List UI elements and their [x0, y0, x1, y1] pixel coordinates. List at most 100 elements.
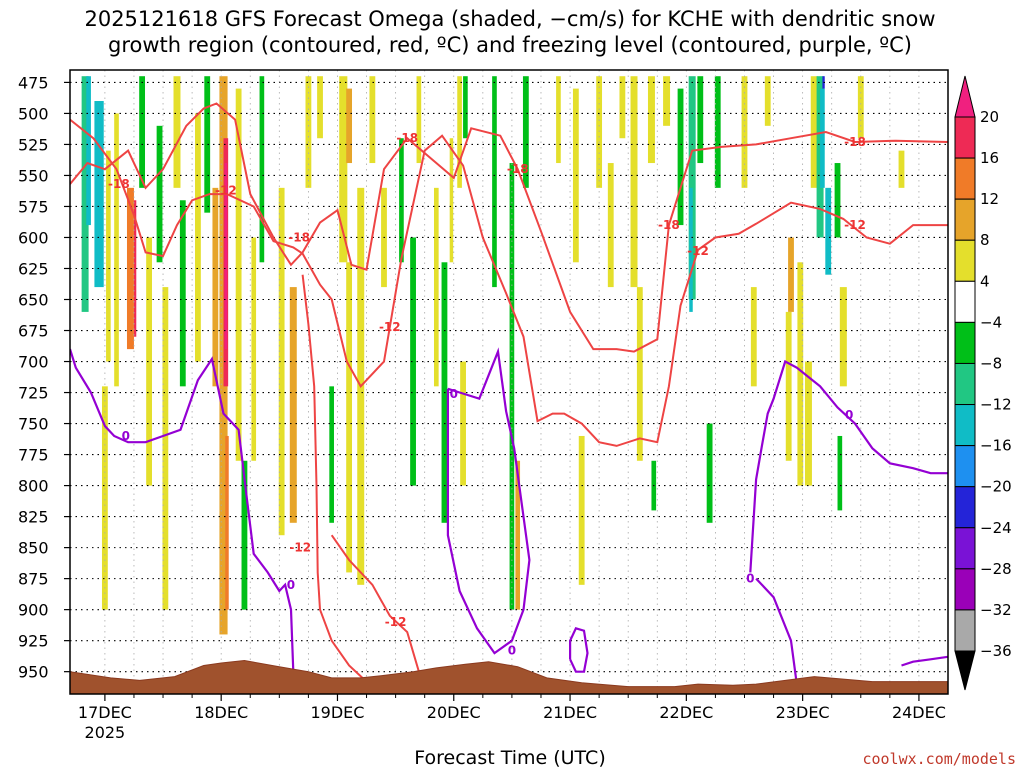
x-tick-year-label: 2025	[85, 723, 126, 742]
omega-cell	[463, 76, 468, 139]
terrain-fill	[70, 659, 948, 694]
omega-cell	[410, 237, 416, 486]
y-tick-label: 900	[18, 601, 49, 620]
freezing-contour	[70, 348, 295, 672]
contour-label: -18	[507, 162, 529, 176]
contour-label: 0	[746, 572, 754, 586]
contour-label: 0	[508, 644, 516, 658]
omega-cell	[596, 76, 603, 188]
x-tick-label: 24DEC	[892, 703, 946, 722]
chart-title-line2: growth region (contoured, red, ºC) and f…	[108, 33, 912, 57]
omega-cell	[241, 460, 248, 610]
omega-cell	[329, 386, 334, 523]
omega-cell	[898, 150, 905, 188]
colorbar-swatch	[954, 321, 976, 364]
dgz-contour	[70, 102, 948, 353]
contour-label: 0	[287, 578, 295, 592]
colorbar-label: 16	[980, 149, 999, 167]
omega-cell	[225, 435, 229, 610]
y-tick-label: 750	[18, 415, 49, 434]
omega-cell	[492, 76, 497, 288]
omega-shading-layer	[81, 76, 905, 635]
y-tick-label: 850	[18, 539, 49, 558]
contour-label: 0	[122, 429, 130, 443]
omega-cell	[339, 76, 348, 263]
y-tick-label: 725	[18, 384, 49, 403]
omega-cell	[619, 76, 626, 139]
x-tick-label: 19DEC	[310, 703, 364, 722]
y-axis: 475 500 525 550 575 600 625 650 675 700 725 750 775 8…	[18, 73, 70, 682]
omega-cell	[416, 76, 422, 164]
colorbar-swatch	[954, 157, 976, 200]
y-tick-label: 525	[18, 135, 49, 154]
omega-cell	[173, 76, 181, 188]
omega-cell	[647, 76, 655, 164]
omega-cell	[278, 187, 285, 536]
contour-label: 0	[450, 387, 458, 401]
omega-cell	[578, 435, 585, 585]
omega-cell	[259, 76, 265, 263]
colorbar-swatch	[954, 116, 976, 159]
x-tick-label: 22DEC	[659, 703, 713, 722]
omega-cell	[556, 76, 561, 164]
omega-cell	[839, 287, 847, 387]
omega-cell	[697, 76, 704, 164]
colorbar-label: 12	[980, 190, 999, 208]
y-tick-label: 800	[18, 477, 49, 496]
omega-cell	[126, 187, 134, 350]
x-tick-label: 21DEC	[543, 703, 597, 722]
colorbar-label: −4	[980, 313, 1002, 331]
y-tick-label: 600	[18, 228, 49, 247]
omega-cell	[677, 88, 684, 226]
omega-cell	[714, 76, 721, 188]
omega-cell	[460, 361, 466, 486]
omega-cell	[607, 163, 614, 288]
omega-cell	[785, 311, 792, 461]
omega-cell	[251, 237, 257, 461]
gridlines	[70, 70, 948, 694]
omega-cell	[764, 76, 771, 126]
x-tick-label: 18DEC	[194, 703, 248, 722]
contour-label: 0	[845, 408, 853, 422]
omega-cell	[630, 76, 638, 288]
omega-cell	[706, 423, 713, 523]
omega-cell	[146, 237, 152, 486]
x-tick-label: 23DEC	[776, 703, 830, 722]
dgz-contour	[301, 274, 368, 683]
omega-cell	[663, 76, 671, 126]
omega-cell	[212, 187, 219, 387]
colorbar-swatch	[954, 527, 976, 570]
omega-cell	[94, 101, 104, 288]
omega-cell	[433, 187, 439, 387]
colorbar-swatch	[954, 280, 976, 323]
colorbar-label: −20	[980, 478, 1012, 496]
omega-cell	[346, 262, 353, 573]
omega-cell	[162, 287, 169, 610]
omega-cell	[522, 76, 529, 188]
y-tick-label: 575	[18, 197, 49, 216]
omega-cell	[305, 76, 312, 188]
colorbar-top-arrow	[954, 75, 976, 118]
omega-cell	[204, 76, 211, 213]
omega-cell	[741, 76, 748, 188]
colorbar-label: −36	[980, 642, 1012, 660]
omega-cell	[86, 76, 91, 226]
omega-cell	[179, 200, 186, 387]
plot-frame	[69, 69, 949, 695]
y-tick-label: 500	[18, 104, 49, 123]
colorbar-swatch	[954, 404, 976, 447]
colorbar-swatch	[954, 198, 976, 241]
y-tick-label: 550	[18, 166, 49, 185]
contour-label: -18	[288, 230, 310, 244]
omega-cell	[289, 287, 297, 523]
plot-area: -18 -12 -18 -18 -18 -18 -12 -18 -12 -12 -12 -12 0 0 0 0…	[70, 70, 948, 694]
omega-cell	[106, 150, 111, 362]
contour-label: -12	[379, 320, 401, 334]
omega-cell	[689, 187, 693, 312]
y-tick-label: 925	[18, 632, 49, 651]
chart-title-line1: 2025121618 GFS Forecast Omega (shaded, −…	[84, 7, 935, 31]
y-tick-label: 650	[18, 291, 49, 310]
colorbar-label: 20	[980, 108, 999, 126]
